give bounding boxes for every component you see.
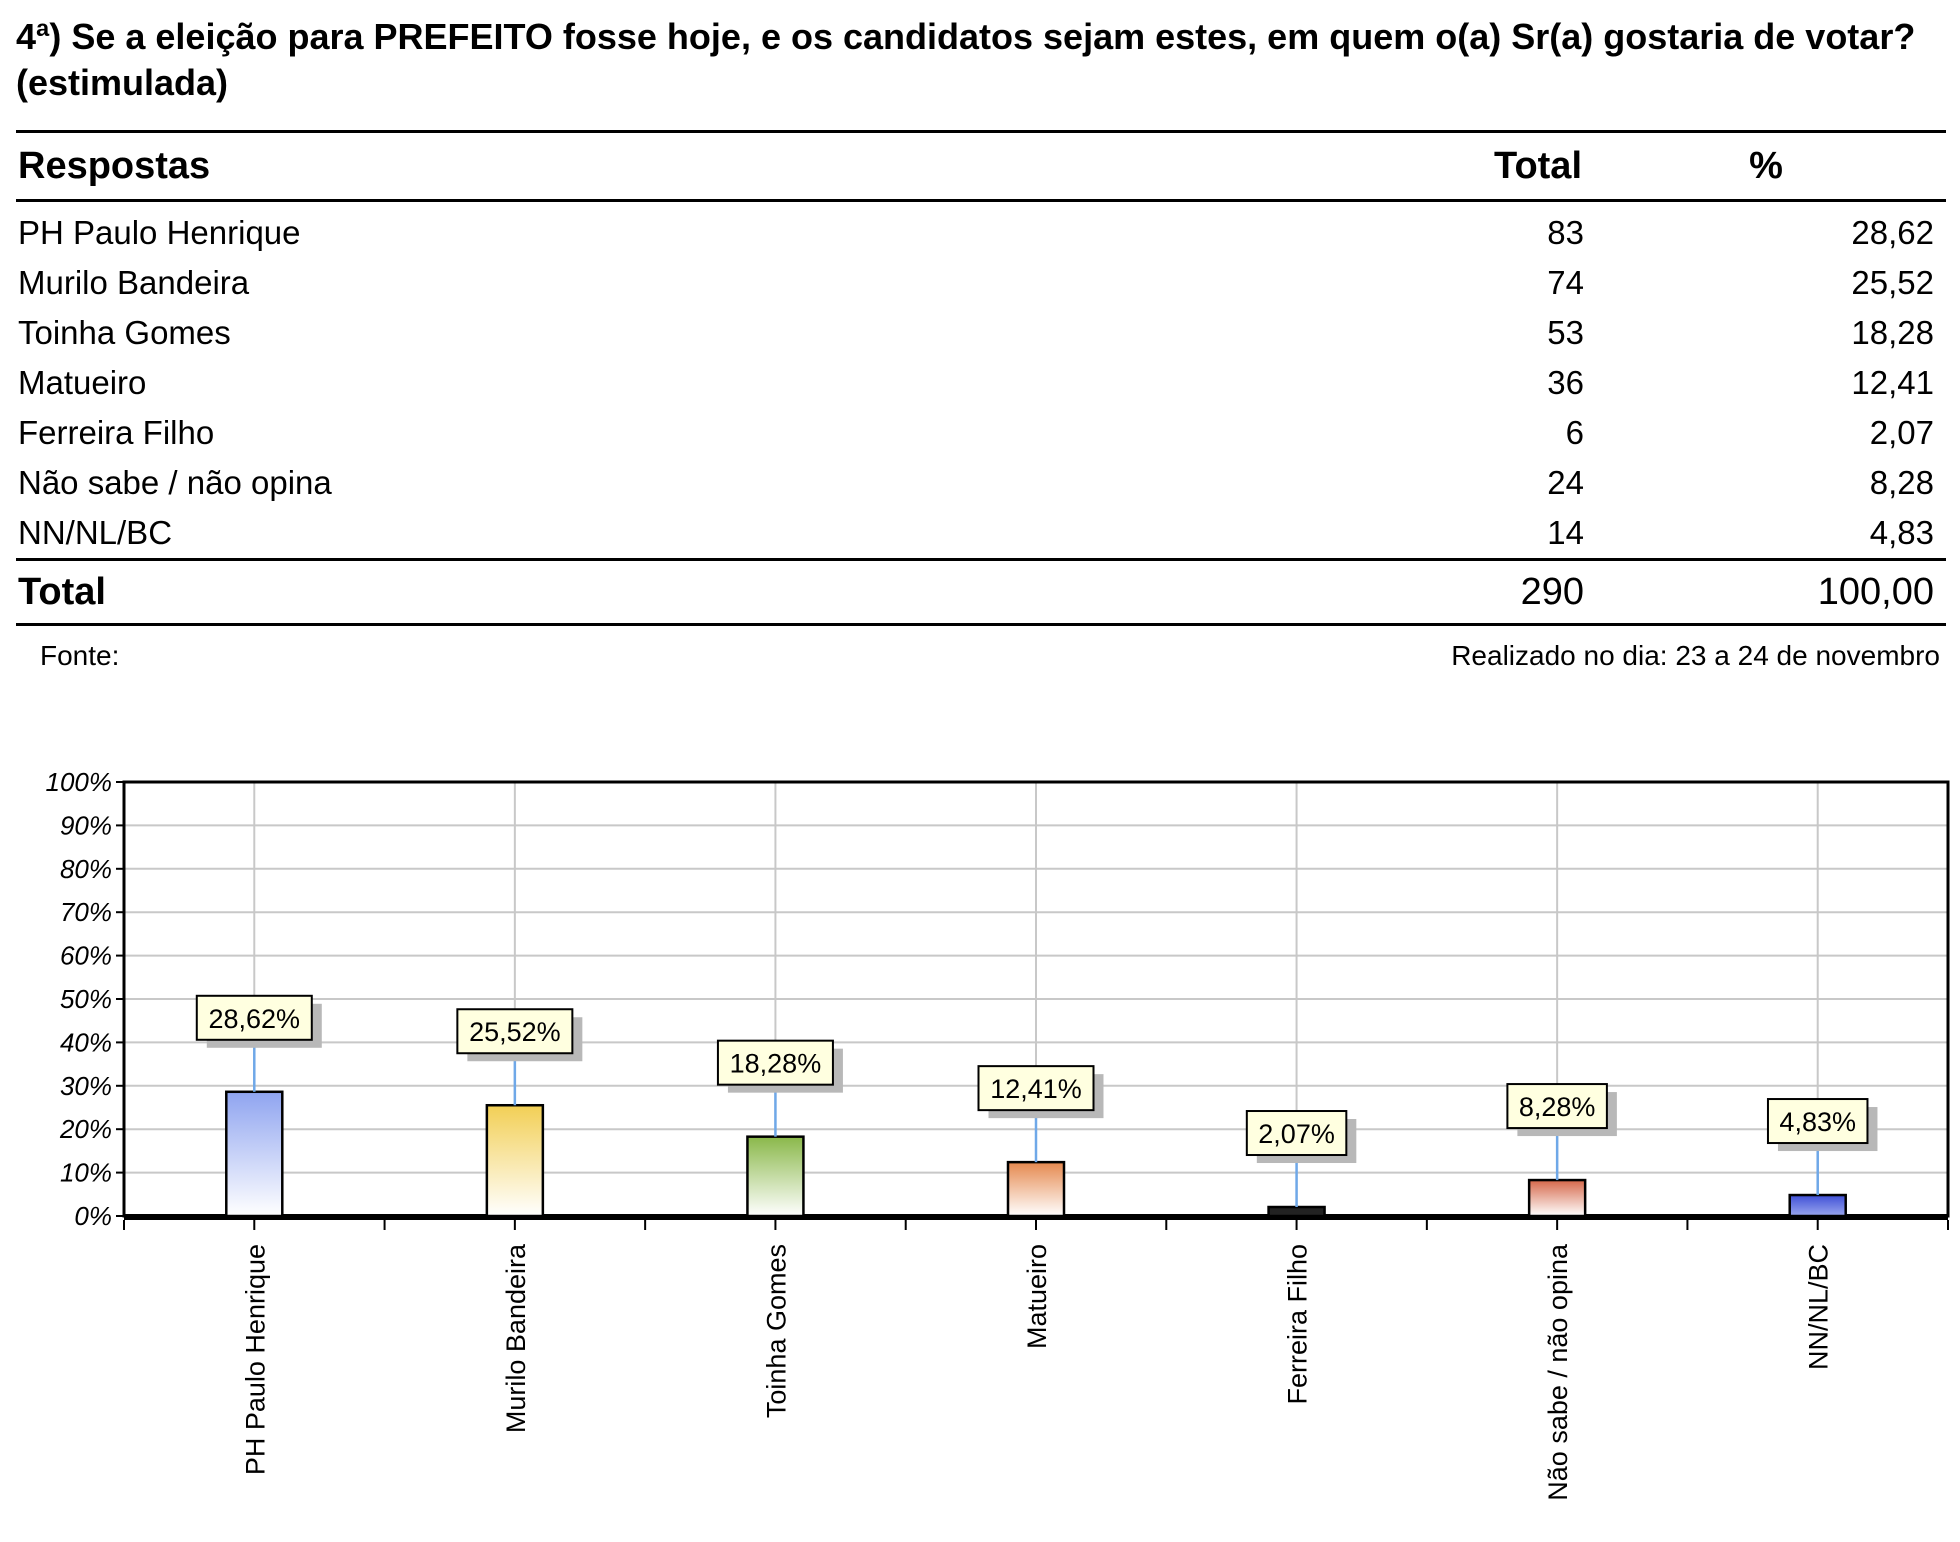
bar [225, 1090, 284, 1218]
data-label-box [1245, 1110, 1348, 1157]
data-label: 18,28% [730, 1049, 822, 1079]
row-total: 74 [1547, 264, 1584, 301]
row-percent: 2,07 [1869, 414, 1934, 451]
y-tick-label: 40% [60, 1027, 112, 1057]
row-percent: 12,41 [1851, 364, 1934, 401]
data-label-box [977, 1065, 1095, 1112]
table-row: Toinha Gomes 53 18,28 [16, 308, 1946, 358]
table-row: NN/NL/BC 14 4,83 [16, 508, 1946, 560]
column-header-total: Total [1216, 130, 1596, 202]
table-row: Ferreira Filho 6 2,07 [16, 408, 1946, 458]
x-category-label: PH Paulo Henrique [240, 1244, 270, 1475]
x-category-label: Ferreira Filho [1283, 1244, 1313, 1405]
row-percent: 8,28 [1869, 464, 1934, 501]
data-label: 25,52% [469, 1017, 561, 1047]
data-label: 28,62% [208, 1004, 300, 1034]
bar [1006, 1160, 1066, 1218]
data-label: 2,07% [1258, 1119, 1335, 1149]
data-label-box [1506, 1083, 1608, 1130]
row-label: NN/NL/BC [18, 514, 173, 551]
x-category-label: Não sabe / não opina [1543, 1243, 1573, 1501]
x-category-label: Matueiro [1022, 1244, 1052, 1349]
y-tick-label: 100% [46, 767, 113, 797]
row-label: PH Paulo Henrique [18, 214, 301, 251]
bar [1267, 1205, 1326, 1218]
data-label: 8,28% [1519, 1092, 1596, 1122]
bar [746, 1135, 805, 1218]
bar [1788, 1193, 1847, 1218]
data-label-box [456, 1008, 574, 1055]
row-label: Toinha Gomes [18, 314, 231, 351]
data-label-box [716, 1039, 834, 1086]
row-percent: 18,28 [1851, 314, 1934, 351]
column-header-respostas: Respostas [16, 130, 1216, 202]
y-tick-label: 80% [60, 854, 112, 884]
row-percent: 4,83 [1869, 514, 1934, 551]
row-total: 53 [1547, 314, 1584, 351]
row-label: Ferreira Filho [18, 414, 215, 451]
row-percent: 25,52 [1851, 264, 1934, 301]
bar [1527, 1178, 1587, 1218]
table-row: Murilo Bandeira 74 25,52 [16, 258, 1946, 308]
y-tick-label: 30% [60, 1071, 112, 1101]
row-total: 83 [1547, 214, 1584, 251]
y-tick-label: 10% [60, 1158, 112, 1188]
table-total-row: Total 290 100,00 [16, 558, 1946, 626]
table-row: Matueiro 36 12,41 [16, 358, 1946, 408]
y-tick-label: 0% [74, 1201, 112, 1231]
y-tick-label: 50% [60, 984, 112, 1014]
table-header-row: Respostas Total % [16, 130, 1946, 202]
y-tick-label: 70% [60, 897, 112, 927]
bar [485, 1103, 545, 1218]
data-label: 4,83% [1779, 1107, 1856, 1137]
bar-chart: 0% 10% 20% 30% 40% 50% 60% 70% 80% 90% 100% 28,62% P… [46, 767, 1950, 1501]
column-header-percent: % [1596, 130, 1946, 202]
y-tick-label: 60% [60, 941, 112, 971]
y-tick-label: 90% [60, 810, 112, 840]
total-label: Total [16, 558, 1216, 626]
results-table: Respostas Total % PH Paulo Henrique 83 2… [16, 130, 1946, 626]
row-label: Murilo Bandeira [18, 264, 250, 301]
row-total: 36 [1547, 364, 1584, 401]
total-percent: 100,00 [1596, 558, 1946, 626]
row-label: Matueiro [18, 364, 147, 401]
source-note: Fonte: [40, 640, 120, 671]
total-count: 290 [1216, 558, 1596, 626]
table-row: Não sabe / não opina 24 8,28 [16, 458, 1946, 508]
row-label: Não sabe / não opina [18, 464, 332, 501]
data-label-box [1766, 1098, 1869, 1145]
row-total: 24 [1547, 464, 1584, 501]
survey-date-note: Realizado no dia: 23 a 24 de novembro [1451, 640, 1940, 671]
question-title: 4ª) Se a eleição para PREFEITO fosse hoj… [16, 16, 1916, 103]
data-label-box [195, 994, 313, 1041]
x-category-label: Toinha Gomes [761, 1244, 791, 1418]
row-percent: 28,62 [1851, 214, 1934, 251]
y-tick-label: 20% [59, 1114, 112, 1144]
x-category-label: NN/NL/BC [1804, 1244, 1834, 1370]
table-row: PH Paulo Henrique 83 28,62 [16, 201, 1946, 259]
row-total: 6 [1565, 414, 1584, 451]
x-category-label: Murilo Bandeira [501, 1243, 531, 1433]
row-total: 14 [1547, 514, 1584, 551]
data-label: 12,41% [990, 1074, 1082, 1104]
